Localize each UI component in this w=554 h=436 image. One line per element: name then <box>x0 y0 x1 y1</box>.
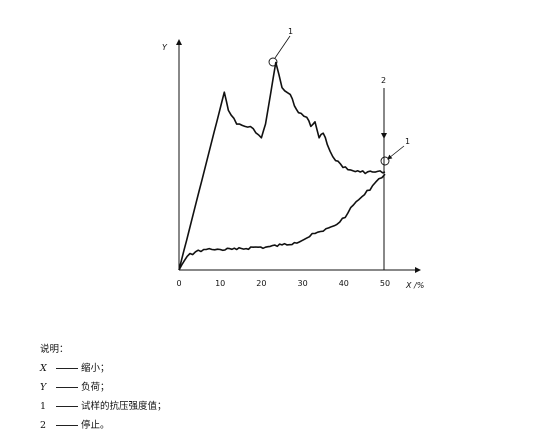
end-marker <box>380 156 390 166</box>
compression-chart: Y X /% 0 10 20 30 40 50 2 1 1 <box>162 27 424 290</box>
stop-label: 2 <box>381 76 386 85</box>
x-tick-label: 10 <box>215 279 225 288</box>
end-leader <box>387 145 405 160</box>
peak-marker-label: 1 <box>288 27 293 36</box>
peak-marker <box>268 57 278 67</box>
legend-key: 1 <box>40 401 47 412</box>
strength-markers: 1 1 <box>268 27 410 166</box>
stop-indicator: 2 <box>381 76 387 270</box>
x-tick-label: 50 <box>380 279 390 288</box>
x-tick-label: 40 <box>339 279 349 288</box>
legend-item-y: Y 负荷； <box>40 378 167 397</box>
legend-key: 2 <box>40 420 47 431</box>
legend-dash <box>56 406 78 407</box>
legend-item-2: 2 停止。 <box>40 416 167 435</box>
legend-key: Y <box>40 382 47 393</box>
figure-legend: 说明： X 缩小； Y 负荷； 1 试样的抗压强度值； 2 停止。 <box>40 340 167 435</box>
data-curves <box>178 61 386 271</box>
legend-item-x: X 缩小； <box>40 359 167 378</box>
end-marker-label: 1 <box>405 137 410 146</box>
loading-curve <box>178 61 386 271</box>
legend-text: 停止。 <box>81 420 110 431</box>
legend-heading: 说明： <box>40 344 69 355</box>
legend-text: 试样的抗压强度值； <box>81 401 167 412</box>
return-curve <box>178 173 386 271</box>
legend-key: X <box>40 363 47 374</box>
peak-leader <box>274 35 291 59</box>
legend-text: 缩小； <box>81 363 110 374</box>
x-tick-labels: 0 10 20 30 40 50 <box>176 279 390 288</box>
y-axis-label: Y <box>162 43 168 52</box>
legend-item-1: 1 试样的抗压强度值； <box>40 397 167 416</box>
x-tick-label: 0 <box>176 279 181 288</box>
legend-dash <box>56 368 78 369</box>
x-tick-label: 20 <box>256 279 266 288</box>
chart-axes: Y X /% <box>162 39 424 290</box>
legend-dash <box>56 425 78 426</box>
x-tick-label: 30 <box>298 279 308 288</box>
legend-dash <box>56 387 78 388</box>
legend-text: 负荷； <box>81 382 110 393</box>
x-axis-label: X /% <box>405 281 424 290</box>
